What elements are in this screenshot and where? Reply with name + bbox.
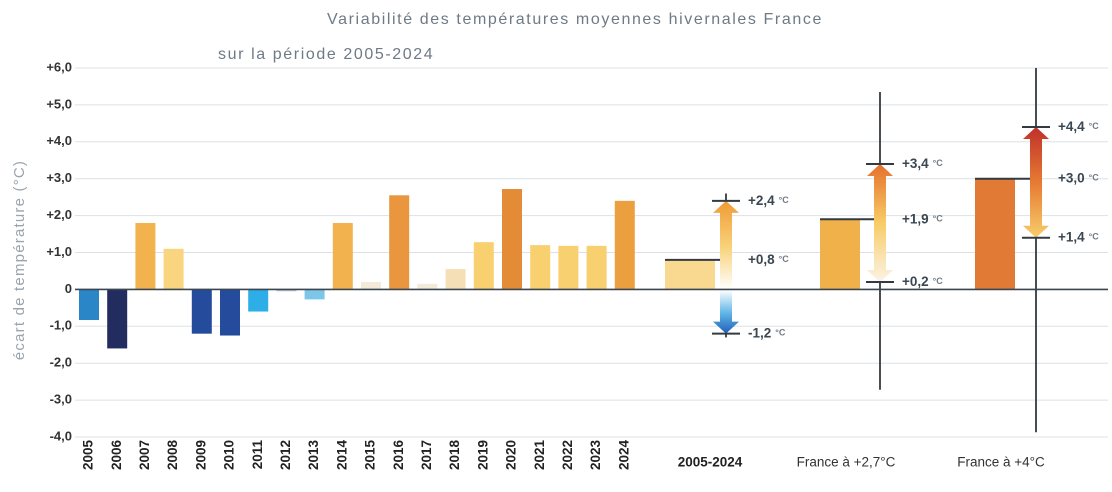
x-tick-label: 2024 <box>616 440 631 471</box>
value-label-number: +0,8 <box>748 251 775 266</box>
scenario-bar <box>820 219 860 290</box>
x-tick-label: 2007 <box>137 440 152 470</box>
value-label: +3,0 °C <box>1058 170 1099 185</box>
bar <box>558 245 579 290</box>
bar <box>304 289 325 300</box>
value-label-number: +2,4 <box>748 192 775 207</box>
bar <box>417 283 438 290</box>
chart-title: Variabilité des températures moyennes hi… <box>327 11 823 28</box>
value-label: +4,4 °C <box>1058 119 1099 134</box>
bar <box>276 289 297 292</box>
y-tick-label: +5,0 <box>46 96 72 111</box>
y-tick-label: +2,0 <box>46 207 72 222</box>
x-tick-label: 2013 <box>306 440 321 471</box>
value-label-unit: °C <box>1089 121 1100 131</box>
bar <box>135 222 156 290</box>
x-tick-label: 2008 <box>165 440 180 471</box>
value-label-number: +3,4 <box>902 156 929 171</box>
bar <box>248 289 269 312</box>
value-label: +2,4 °C <box>748 192 789 207</box>
chart-subtitle: sur la période 2005-2024 <box>218 46 434 63</box>
x-tick-label: 2014 <box>334 440 349 471</box>
value-label-unit: °C <box>933 158 944 168</box>
y-tick-label: +3,0 <box>46 170 72 185</box>
value-label-unit: °C <box>1089 173 1100 183</box>
value-label: -1,2 °C <box>748 325 786 340</box>
x-tick-label: 2005 <box>81 440 96 471</box>
bar <box>220 289 240 336</box>
bar <box>502 189 522 290</box>
x-tick-label: 2010 <box>222 440 237 470</box>
x-tick-label: 2015 <box>363 440 378 471</box>
value-label-unit: °C <box>779 195 790 205</box>
bar <box>389 195 410 290</box>
scenario-bar <box>975 178 1015 290</box>
x-tick-label: 2012 <box>278 440 293 470</box>
value-label-number: -1,2 <box>748 325 771 340</box>
bar <box>163 248 184 290</box>
x-tick-label: 2006 <box>109 440 124 471</box>
bar <box>79 289 99 321</box>
value-label: +1,9 °C <box>902 211 943 226</box>
bar <box>445 269 466 290</box>
value-label: +0,2 °C <box>902 274 943 289</box>
bar <box>586 245 607 290</box>
x-tick-label: 2018 <box>447 440 462 471</box>
scenario-bar <box>665 259 715 290</box>
value-label-unit: °C <box>1089 232 1100 242</box>
bar <box>107 289 128 349</box>
y-tick-label: -2,0 <box>50 355 72 370</box>
value-label-number: +1,4 <box>1058 229 1085 244</box>
x-tick-label: 2011 <box>250 440 265 470</box>
value-label: +3,4 °C <box>902 156 943 171</box>
value-label-unit: °C <box>933 214 944 224</box>
bar <box>530 245 551 290</box>
value-label-unit: °C <box>779 254 790 264</box>
x-tick-label: France à +2,7°C <box>797 455 896 470</box>
range-arrow <box>867 163 893 283</box>
y-tick-label: +1,0 <box>46 244 72 259</box>
bar <box>191 289 212 334</box>
value-label-unit: °C <box>775 328 786 338</box>
x-tick-label: 2009 <box>193 440 208 470</box>
y-tick-label: -4,0 <box>50 428 72 443</box>
bar <box>614 200 635 290</box>
y-tick-label: +4,0 <box>46 133 72 148</box>
value-label: +0,8 °C <box>748 251 789 266</box>
value-label-number: +4,4 <box>1058 119 1085 134</box>
range-arrow <box>713 200 739 334</box>
x-tick-label: France à +4°C <box>957 455 1045 470</box>
y-tick-label: -3,0 <box>50 392 72 407</box>
value-label-unit: °C <box>933 276 944 286</box>
value-label-number: +0,2 <box>902 274 929 289</box>
x-tick-label: 2017 <box>419 440 434 470</box>
x-tick-label: 2020 <box>504 440 519 470</box>
y-tick-label: 0 <box>65 281 72 296</box>
x-tick-label: 2023 <box>588 440 603 471</box>
value-label: +1,4 °C <box>1058 229 1099 244</box>
y-tick-label: -1,0 <box>50 318 72 333</box>
x-tick-label: 2016 <box>391 440 406 471</box>
x-tick-label: 2019 <box>475 440 490 470</box>
x-tick-label: 2005-2024 <box>678 455 743 470</box>
x-tick-label: 2021 <box>532 440 547 471</box>
bar <box>332 222 353 290</box>
value-label-number: +1,9 <box>902 211 929 226</box>
range-arrow <box>1023 127 1049 238</box>
bar <box>473 242 494 290</box>
value-label-number: +3,0 <box>1058 170 1085 185</box>
x-tick-label: 2022 <box>560 440 575 470</box>
y-tick-label: +6,0 <box>46 59 72 74</box>
bar <box>361 282 381 290</box>
y-axis-label: écart de température (°C) <box>11 160 28 360</box>
